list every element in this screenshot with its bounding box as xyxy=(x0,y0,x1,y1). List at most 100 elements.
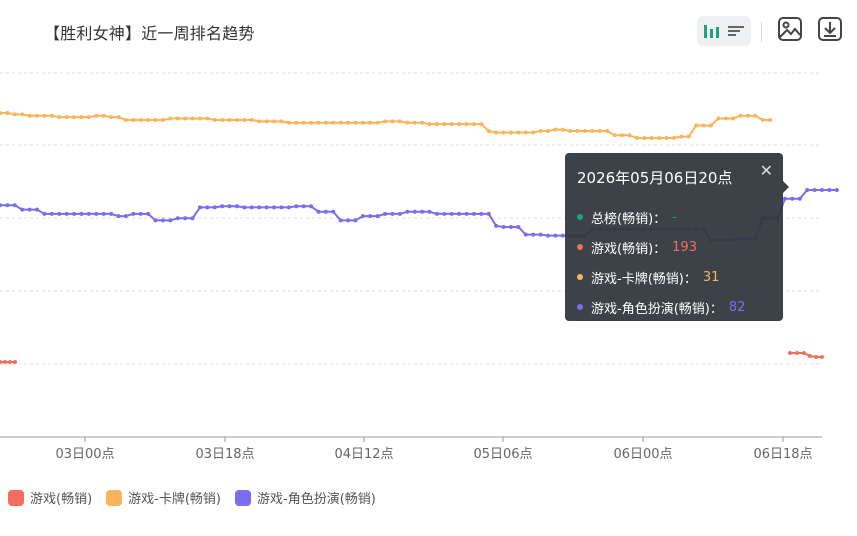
series-point-card xyxy=(679,134,684,139)
series-point-card xyxy=(457,122,462,127)
series-point-card xyxy=(286,120,291,125)
series-point-card xyxy=(0,111,2,115)
series-point-rpg xyxy=(123,214,128,219)
series-point-card xyxy=(131,117,136,122)
series-point-card xyxy=(708,123,713,128)
series-point-card xyxy=(64,115,69,120)
series-point-card xyxy=(671,136,676,140)
series-point-rpg xyxy=(12,203,17,208)
list-icon[interactable] xyxy=(726,22,746,40)
chart-type-toggle[interactable] xyxy=(697,16,751,46)
series-point-rpg xyxy=(360,214,365,219)
series-point-rpg xyxy=(168,218,173,223)
series-point-game xyxy=(820,355,824,359)
tooltip-row: 总榜(畅销)： - xyxy=(577,202,771,232)
series-point-card xyxy=(442,122,447,127)
series-point-game xyxy=(795,351,799,355)
series-point-rpg xyxy=(94,211,99,216)
series-point-card xyxy=(79,115,84,120)
series-point-card xyxy=(575,129,580,134)
series-point-card xyxy=(501,130,506,135)
series-point-rpg xyxy=(109,211,114,216)
series-point-rpg xyxy=(501,224,506,229)
legend-swatch-rpg xyxy=(235,489,251,506)
series-point-rpg xyxy=(86,211,91,216)
series-point-card xyxy=(664,136,669,140)
series-point-rpg xyxy=(286,205,291,210)
legend-item-card[interactable]: 游戏-卡牌(畅销) xyxy=(106,488,221,507)
series-point-game xyxy=(808,354,812,358)
series-point-card xyxy=(309,120,314,125)
series-point-card xyxy=(686,134,691,139)
series-point-rpg xyxy=(64,211,69,216)
series-point-card xyxy=(612,133,617,138)
bar-chart-icon[interactable] xyxy=(702,22,722,40)
series-point-rpg xyxy=(412,209,417,214)
series-point-rpg xyxy=(405,209,410,214)
series-point-card xyxy=(538,129,543,134)
series-point-rpg xyxy=(323,209,328,214)
series-point-rpg xyxy=(153,218,158,223)
tooltip-dot xyxy=(577,244,583,250)
series-point-card xyxy=(397,119,402,124)
x-tick-label: 03日18点 xyxy=(195,447,254,462)
series-point-card xyxy=(531,130,536,135)
series-point-card xyxy=(768,117,773,122)
series-point-card xyxy=(360,120,365,125)
tooltip-row: 游戏(畅销)： 193 xyxy=(577,232,771,262)
tooltip-value: 82 xyxy=(728,299,746,315)
series-point-card xyxy=(331,120,336,125)
series-point-card xyxy=(242,117,247,122)
series-point-rpg xyxy=(353,218,358,223)
series-point-card xyxy=(731,116,736,121)
series-point-rpg xyxy=(190,216,195,221)
series-point-card xyxy=(368,120,373,125)
series-point-card xyxy=(197,116,202,121)
series-point-rpg xyxy=(20,207,25,212)
series-point-rpg xyxy=(538,232,543,237)
series-point-rpg xyxy=(301,204,306,209)
series-point-card xyxy=(183,116,188,121)
series-point-card xyxy=(649,136,654,140)
legend-item-game[interactable]: 游戏(畅销) xyxy=(8,488,92,507)
tooltip-label: 游戏-角色扮演(畅销)： xyxy=(591,301,723,317)
series-point-game xyxy=(788,351,792,355)
series-point-rpg xyxy=(508,224,513,229)
close-icon[interactable]: ✕ xyxy=(759,161,773,180)
series-point-card xyxy=(72,115,77,120)
series-point-card xyxy=(153,117,158,122)
series-point-rpg xyxy=(494,223,499,228)
series-point-rpg xyxy=(227,204,232,209)
series-point-game xyxy=(802,351,806,355)
toolbar-divider xyxy=(761,22,762,42)
series-point-card xyxy=(620,133,625,138)
series-point-rpg xyxy=(827,188,832,192)
series-point-rpg xyxy=(294,204,299,209)
series-point-card xyxy=(760,117,765,122)
series-point-card xyxy=(301,120,306,125)
series-point-card xyxy=(383,119,388,124)
series-point-card xyxy=(546,129,550,134)
series-point-card xyxy=(227,117,232,122)
save-image-button[interactable] xyxy=(775,16,805,46)
series-point-card xyxy=(35,113,40,118)
x-tick-label: 06日00点 xyxy=(613,447,672,462)
series-point-card xyxy=(323,120,328,125)
series-point-card xyxy=(138,117,143,122)
series-point-rpg xyxy=(175,216,180,221)
legend-swatch-game xyxy=(8,489,24,506)
series-point-card xyxy=(420,120,425,125)
series-point-rpg xyxy=(205,205,210,210)
series-point-rpg xyxy=(160,218,165,223)
download-button[interactable] xyxy=(815,16,845,46)
tooltip-row: 游戏-角色扮演(畅销)： 82 xyxy=(577,292,771,322)
legend-item-rpg[interactable]: 游戏-角色扮演(畅销) xyxy=(235,488,376,507)
series-point-rpg xyxy=(397,211,402,216)
series-point-rpg xyxy=(553,233,558,238)
series-point-game xyxy=(8,360,12,364)
legend-label: 游戏(畅销) xyxy=(30,492,93,507)
series-point-card xyxy=(168,116,173,121)
series-point-rpg xyxy=(35,207,40,212)
series-point-card xyxy=(42,113,47,118)
image-icon xyxy=(777,16,803,46)
